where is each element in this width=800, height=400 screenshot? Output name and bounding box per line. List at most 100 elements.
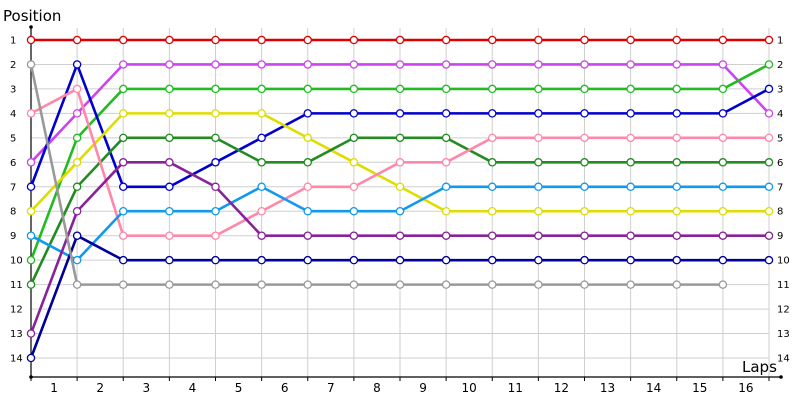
y-tick-label-right: 12 [777, 305, 790, 316]
series-point [441, 206, 451, 216]
series-point [534, 280, 543, 289]
series-point [672, 280, 682, 289]
x-axis-arrow [779, 375, 783, 379]
series-point [580, 280, 589, 289]
series-point [441, 158, 451, 167]
series-point [718, 109, 728, 118]
series-point [626, 133, 635, 143]
series-point [718, 60, 728, 69]
series-point [672, 255, 682, 265]
y-tick-label-right: 7 [777, 182, 783, 193]
series-point [165, 182, 174, 192]
series-point [211, 206, 220, 216]
x-tick-label: 11 [508, 381, 523, 395]
series-point [165, 280, 174, 289]
series-point [72, 158, 82, 167]
series-point [626, 84, 635, 94]
series-point [580, 60, 589, 69]
y-tick-label-left: 8 [10, 207, 16, 218]
series-point [718, 255, 728, 265]
x-tick-label: 6 [281, 381, 289, 395]
series-point [672, 60, 682, 69]
series-point [487, 109, 497, 118]
series-point [211, 60, 220, 69]
x-tick-label: 9 [419, 381, 427, 395]
y-tick-label-left: 2 [10, 60, 16, 71]
series-point [580, 182, 589, 192]
series-point [119, 35, 128, 45]
series-point [395, 109, 405, 118]
series-point [626, 158, 635, 167]
series-point [672, 109, 682, 118]
series-point [119, 280, 128, 289]
series-point [349, 109, 359, 118]
series-point [395, 280, 405, 289]
series-point [119, 60, 128, 69]
series-point [72, 60, 82, 69]
y-tick-label-right: 6 [777, 158, 783, 169]
series-point [395, 60, 405, 69]
series-point [626, 182, 635, 192]
series-point [672, 133, 682, 143]
series-point [487, 60, 497, 69]
series-point [303, 35, 312, 45]
series-point [349, 35, 359, 45]
x-tick-label: 4 [189, 381, 197, 395]
series-point [534, 109, 543, 118]
series-point [26, 182, 36, 192]
series-point [72, 182, 82, 192]
series-point [487, 133, 497, 143]
series-point [626, 280, 635, 289]
series-point [718, 158, 728, 167]
series-point [349, 255, 359, 265]
series-point [441, 109, 451, 118]
series-point [718, 35, 728, 45]
series-point [395, 35, 405, 45]
series-point [72, 280, 82, 289]
series-point [257, 84, 266, 94]
series-point [580, 231, 589, 240]
series-point [349, 84, 359, 94]
series-point [672, 158, 682, 167]
x-tick-label: 5 [235, 381, 243, 395]
series-point [72, 255, 82, 265]
series-point [26, 329, 36, 338]
series-point [718, 133, 728, 143]
series-point [395, 231, 405, 240]
series-point [165, 133, 174, 143]
series-point [349, 206, 359, 216]
series-point [26, 255, 36, 265]
series-point [257, 280, 266, 289]
grid [30, 28, 770, 377]
y-tick-label-right: 9 [777, 231, 783, 242]
series-point [534, 60, 543, 69]
series-point [165, 60, 174, 69]
x-tick-label: 2 [96, 381, 104, 395]
series-point [764, 133, 774, 143]
series-point [165, 84, 174, 94]
series-point [165, 255, 174, 265]
series-point [487, 280, 497, 289]
y-axis-arrow [29, 25, 33, 29]
series-point [626, 231, 635, 240]
series-point [441, 231, 451, 240]
series-point [26, 280, 36, 289]
series-point [580, 206, 589, 216]
series-point [718, 182, 728, 192]
x-tick-label: 8 [373, 381, 381, 395]
series-point [395, 182, 405, 192]
series-point [764, 231, 774, 240]
series-point [26, 35, 36, 45]
y-tick-label-right: 3 [777, 84, 783, 95]
series-point [441, 60, 451, 69]
series-point [487, 255, 497, 265]
series-point [211, 280, 220, 289]
series-line [29, 64, 723, 286]
series-point [718, 280, 728, 289]
series-point [764, 255, 774, 265]
axes [29, 25, 783, 381]
y-tick-label-left: 4 [10, 109, 16, 120]
y-tick-label-right: 1 [777, 36, 783, 47]
